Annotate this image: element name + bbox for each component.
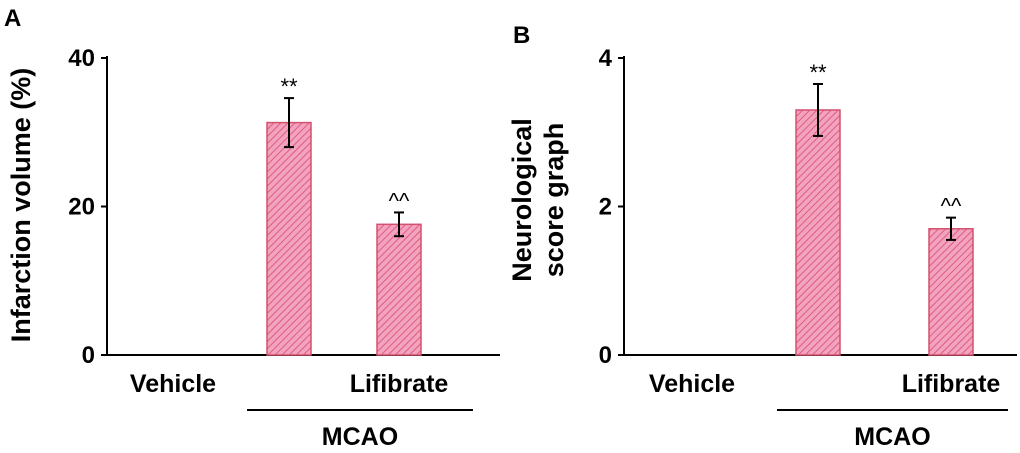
y-tick-label-a: 20 [68,194,95,221]
y-tick-label-b: 0 [599,342,612,369]
plot-area-b: 0 2 4 Vehicle ** ^^ Lifibrate MCAO [599,45,1017,451]
y-axis-label-b-line1: Neurological [507,118,537,282]
group-label-a: MCAO [322,423,398,451]
y-tick-label-b: 2 [599,194,612,221]
panel-label-b: B [513,22,530,49]
category-label-a-2: Lifibrate [350,370,449,398]
y-tick-label-a: 0 [82,342,95,369]
group-label-b: MCAO [854,423,930,451]
plot-area-a: 0 20 40 Vehicle ** ^^ Lifibrate MCAO [68,45,500,451]
category-label-a-0: Vehicle [130,370,216,398]
y-axis-label-b-line2: score graph [539,123,569,278]
panel-label-a: A [4,5,21,32]
panel-a: A Infarction volume (%) 0 20 40 Vehicle ** ^^… [4,5,500,451]
bar-a-1 [266,121,312,356]
y-tick-label-a: 40 [68,45,95,72]
significance-label-b-2: ^^ [941,194,962,219]
significance-label-a-2: ^^ [389,188,410,213]
significance-label-b-1: ** [809,60,827,85]
y-axis-label-a: Infarction volume (%) [6,68,36,343]
bar-b-1 [795,109,841,356]
panel-b: B Neurological score graph 0 2 4 Vehicle ** ^… [507,22,1017,451]
y-tick-label-b: 4 [599,45,613,72]
category-label-b-2: Lifibrate [902,370,1001,398]
category-label-b-0: Vehicle [649,370,735,398]
significance-label-a-1: ** [280,74,298,99]
bar-b-2 [928,228,974,356]
bar-a-2 [376,223,422,356]
